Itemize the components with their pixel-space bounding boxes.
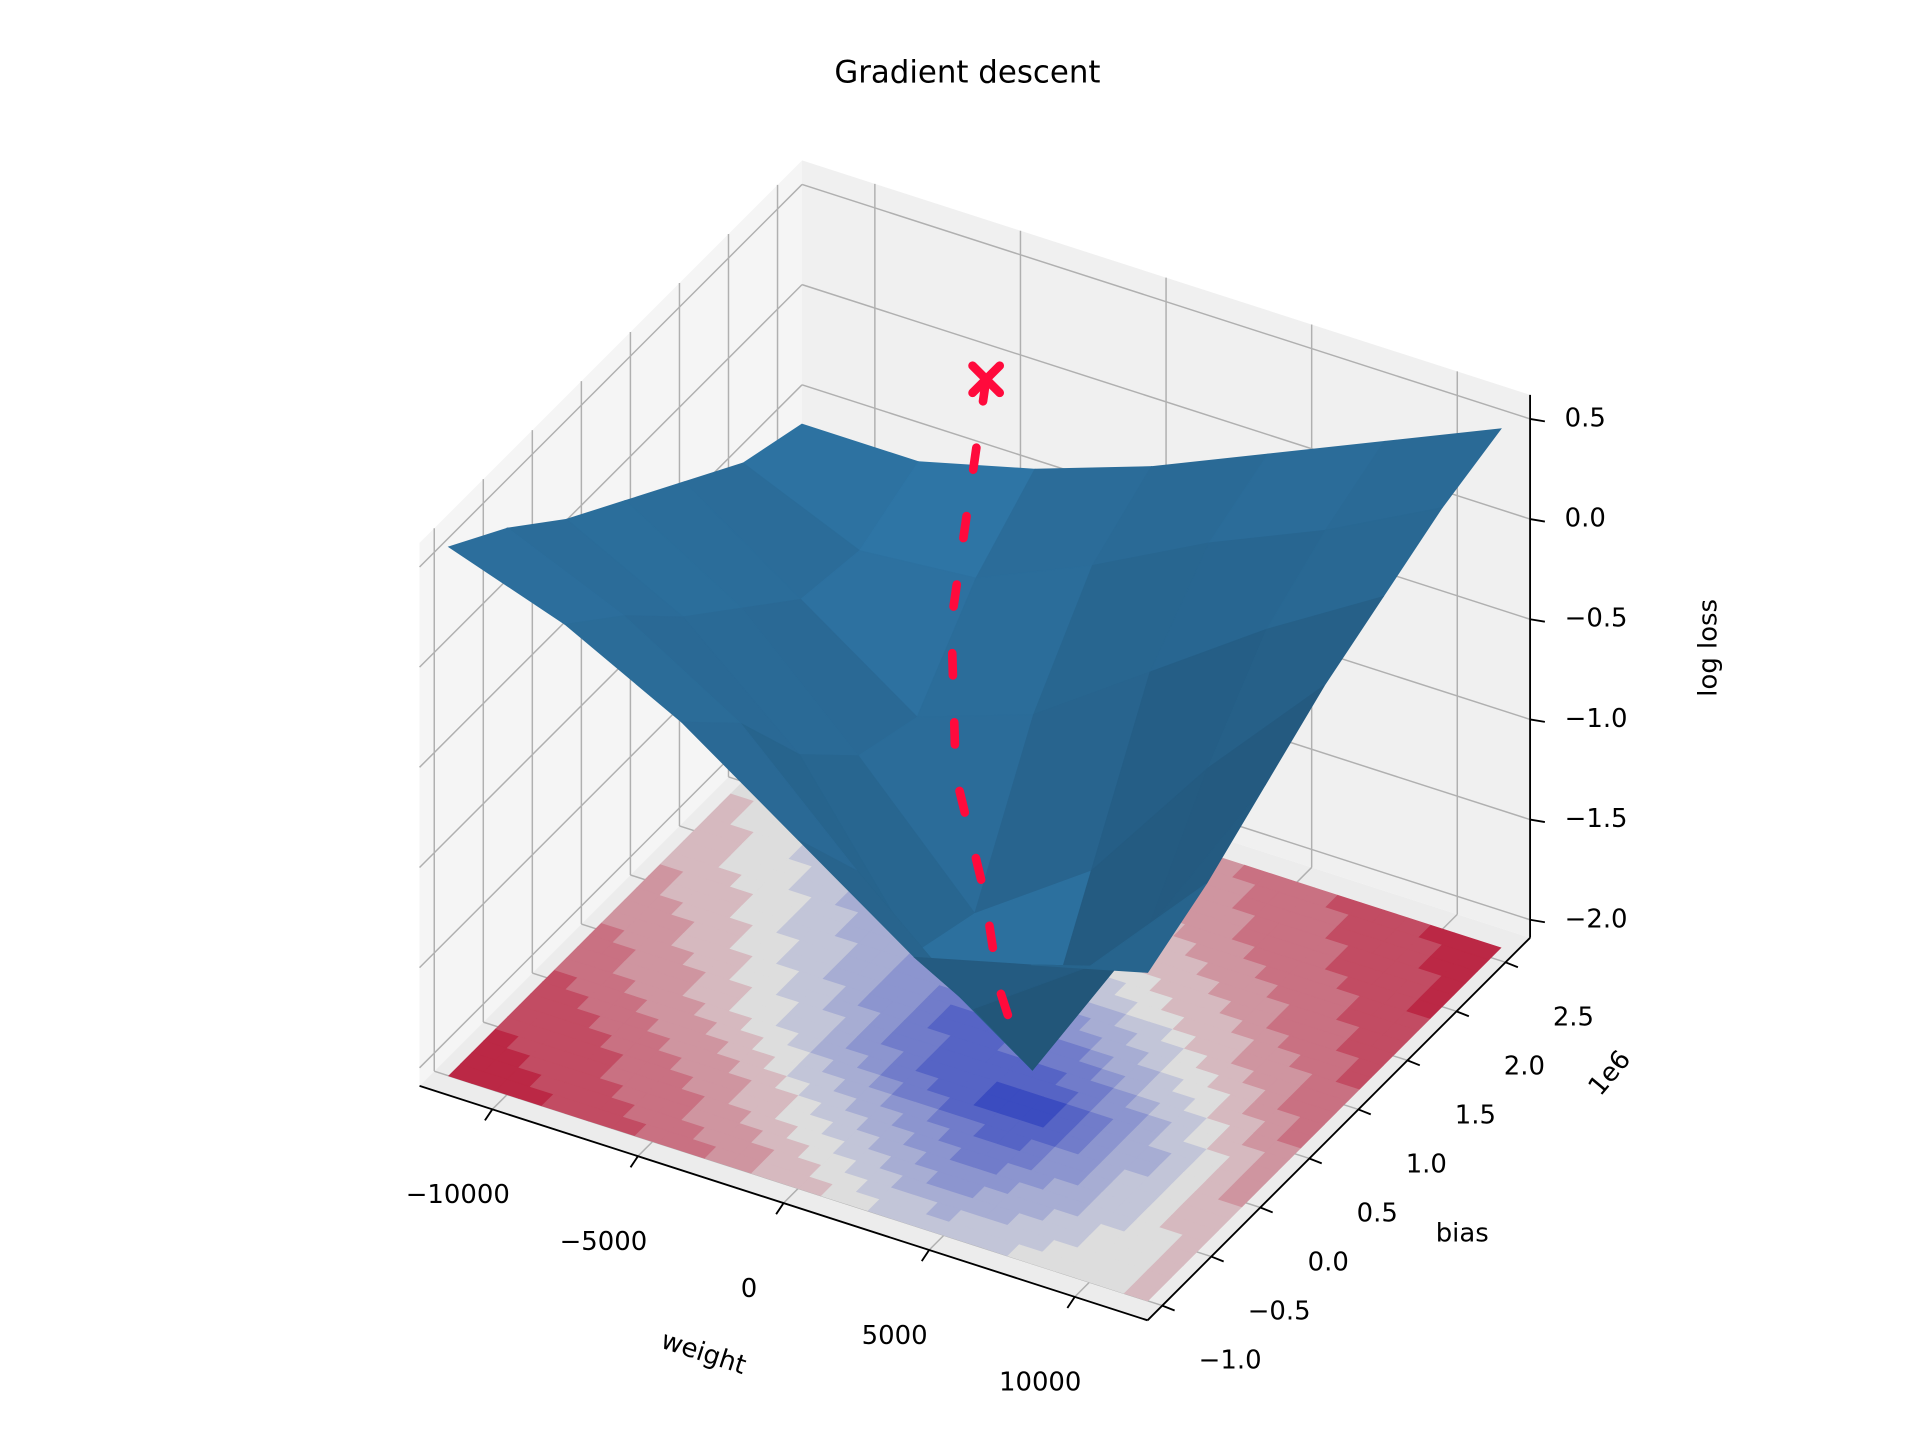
z-tick-label: −0.5 — [1565, 604, 1628, 634]
y-tick-label: 0.0 — [1308, 1248, 1349, 1278]
z-tick — [1529, 417, 1546, 423]
z-tick — [1529, 618, 1546, 623]
y-tick — [1456, 1010, 1470, 1018]
y-tick-label: 0.5 — [1357, 1199, 1398, 1229]
x-tick-label: 0 — [741, 1274, 757, 1304]
surface — [447, 423, 1502, 1072]
surface-cell — [1031, 883, 1207, 973]
z-tick-label: 0.0 — [1565, 504, 1606, 534]
y-tick-label: 2.0 — [1504, 1051, 1545, 1081]
y-tick-label: 2.5 — [1553, 1002, 1594, 1032]
y-axis-label: bias — [1436, 1218, 1489, 1248]
x-tick-label: 5000 — [862, 1321, 928, 1351]
y-tick — [1309, 1157, 1323, 1165]
descent-path — [947, 361, 1023, 1051]
grid-line — [419, 183, 803, 568]
z-tick — [1529, 718, 1546, 723]
axis-line — [1146, 937, 1531, 1321]
axis-line — [419, 1084, 1148, 1322]
grid-line — [419, 284, 803, 668]
z-tick-label: −1.5 — [1565, 804, 1628, 834]
y-tick — [1260, 1206, 1274, 1214]
z-tick — [1529, 918, 1546, 924]
z-tick-label: −1.0 — [1565, 704, 1628, 734]
z-tick — [1529, 518, 1546, 523]
y-tick-label: −1.0 — [1199, 1346, 1262, 1376]
z-tick-label: 0.5 — [1565, 403, 1606, 433]
x-tick-label: −10000 — [406, 1180, 510, 1210]
y-tick — [1505, 961, 1519, 969]
x-tick-label: −5000 — [560, 1227, 648, 1257]
y-tick-label: −0.5 — [1248, 1297, 1311, 1327]
x-tick — [484, 1108, 494, 1121]
z-tick — [1529, 818, 1546, 823]
grid-line — [801, 183, 1531, 420]
z-tick-label: −2.0 — [1565, 904, 1628, 934]
y-tick — [1407, 1059, 1421, 1067]
x-tick — [775, 1202, 785, 1215]
axes: −10000 −5000 0 5000 10000 −1.0 −0.5 0.0 0.5 1.0 1.… — [406, 394, 1628, 1398]
contour-cell — [1465, 939, 1502, 961]
y-offset-label: 1e6 — [1583, 1045, 1637, 1102]
x-tick — [920, 1249, 930, 1262]
x-axis-label: weight — [657, 1325, 749, 1381]
x-tick — [1066, 1296, 1076, 1309]
z-axis-label: log loss — [1693, 599, 1723, 697]
chart-title: Gradient descent — [834, 55, 1100, 91]
x-tick — [629, 1155, 639, 1168]
y-tick — [1210, 1255, 1224, 1263]
x-tick-label: 10000 — [999, 1368, 1081, 1398]
y-tick-label: 1.5 — [1455, 1100, 1496, 1130]
y-tick-label: 1.0 — [1406, 1149, 1447, 1179]
y-tick — [1161, 1304, 1175, 1312]
y-tick — [1358, 1108, 1372, 1116]
start-marker — [968, 361, 1005, 398]
